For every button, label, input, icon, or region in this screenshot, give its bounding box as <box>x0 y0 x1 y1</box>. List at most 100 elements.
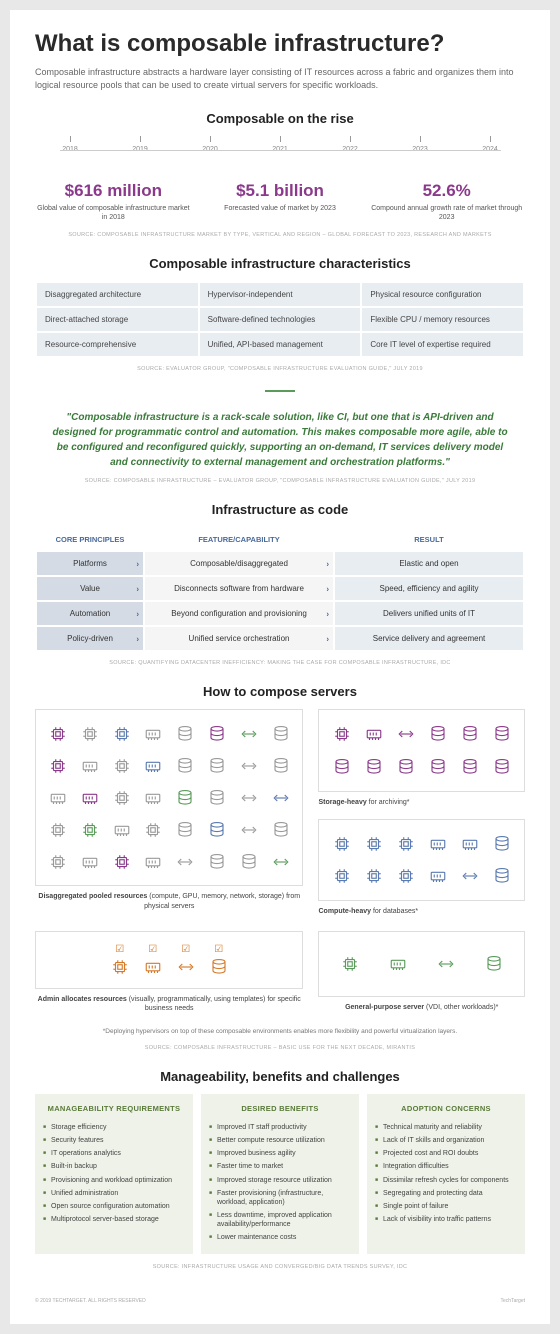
mem-icon <box>44 784 72 812</box>
stat-value: $5.1 billion <box>202 181 359 201</box>
cpu-icon <box>327 942 371 986</box>
characteristic-cell: Disaggregated architecture <box>37 283 198 306</box>
iac-cell: Elastic and open <box>335 552 523 575</box>
mem-icon <box>424 830 452 858</box>
cpu-icon <box>108 752 136 780</box>
mbc-item: Lack of IT skills and organization <box>375 1134 517 1147</box>
db-icon <box>424 752 452 780</box>
cpu-icon <box>392 862 420 890</box>
check-icon: ☑ <box>214 944 223 955</box>
db-icon <box>171 784 199 812</box>
divider <box>265 390 295 392</box>
pooled-resources-box <box>35 709 303 886</box>
iac-cell: Value› <box>37 577 143 600</box>
db-icon <box>488 720 516 748</box>
mbc-col-title: MANAGEABILITY REQUIREMENTS <box>43 1104 185 1113</box>
mbc-source: SOURCE: INFRASTRUCTURE USAGE AND CONVERG… <box>35 1264 525 1270</box>
characteristics-table: Disaggregated architectureHypervisor-ind… <box>35 281 525 358</box>
db-icon <box>456 752 484 780</box>
mbc-item: Less downtime, improved application avai… <box>209 1209 351 1231</box>
mem-icon <box>456 830 484 858</box>
cpu-icon <box>360 862 388 890</box>
net-icon <box>267 784 295 812</box>
stat-value: $616 million <box>35 181 192 201</box>
stat-item: 52.6%Compound annual growth rate of mark… <box>368 181 525 222</box>
mbc-item: Improved business agility <box>209 1147 351 1160</box>
db-icon <box>171 752 199 780</box>
mem-icon <box>360 720 388 748</box>
mbc-item: Provisioning and workload optimization <box>43 1174 185 1187</box>
db-icon <box>267 816 295 844</box>
db-icon <box>424 720 452 748</box>
cpu-icon <box>108 848 136 876</box>
db-icon <box>235 848 263 876</box>
check-icon: ☑ <box>115 944 124 955</box>
mbc-item: Faster provisioning (infrastructure, wor… <box>209 1187 351 1209</box>
mbc-item: Security features <box>43 1134 185 1147</box>
stat-label: Forecasted value of market by 2023 <box>202 204 359 213</box>
mem-icon <box>76 848 104 876</box>
iac-header: FEATURE/CAPABILITY <box>145 529 333 550</box>
mbc-column: DESIRED BENEFITSImproved IT staff produc… <box>201 1094 359 1254</box>
timeline: 2018201920202021202220232024 <box>35 136 525 166</box>
mbc-item: Improved IT staff productivity <box>209 1121 351 1134</box>
cpu-icon <box>327 862 355 890</box>
characteristic-cell: Physical resource configuration <box>362 283 523 306</box>
iac-cell: Service delivery and agreement <box>335 627 523 650</box>
db-icon <box>171 720 199 748</box>
cpu-icon <box>327 830 355 858</box>
cpu-icon <box>111 958 129 976</box>
db-icon <box>171 816 199 844</box>
db-icon <box>472 942 516 986</box>
iac-cell: Delivers unified units of IT <box>335 602 523 625</box>
db-icon <box>267 720 295 748</box>
stat-item: $5.1 billion Forecasted value of market b… <box>202 181 359 222</box>
net-icon <box>235 752 263 780</box>
characteristic-cell: Resource-comprehensive <box>37 333 198 356</box>
mem-icon <box>424 862 452 890</box>
infographic-page: What is composable infrastructure? Compo… <box>10 10 550 1324</box>
db-icon <box>392 752 420 780</box>
db-icon <box>327 752 355 780</box>
page-footer: © 2019 TECHTARGET. ALL RIGHTS RESERVED T… <box>35 1290 525 1304</box>
net-icon <box>392 720 420 748</box>
net-icon <box>235 816 263 844</box>
stats-row: $616 millionGlobal value of composable i… <box>35 181 525 222</box>
cpu-icon <box>76 720 104 748</box>
gp-label-bold: General-purpose server <box>345 1004 424 1011</box>
net-icon <box>267 848 295 876</box>
mbc-columns: MANAGEABILITY REQUIREMENTSStorage effici… <box>35 1094 525 1254</box>
compute-label: for databases* <box>371 908 418 915</box>
cpu-icon <box>360 830 388 858</box>
mbc-item: Improved storage resource utilization <box>209 1174 351 1187</box>
mbc-item: Better compute resource utilization <box>209 1134 351 1147</box>
check-icon: ☑ <box>148 944 157 955</box>
stats-source: SOURCE: COMPOSABLE INFRASTRUCTURE MARKET… <box>35 232 525 238</box>
mem-icon <box>108 816 136 844</box>
mbc-item: Single point of failure <box>375 1200 517 1213</box>
storage-heavy-box <box>318 709 525 791</box>
general-purpose-box <box>318 931 525 997</box>
net-icon <box>177 958 195 976</box>
mbc-col-title: ADOPTION CONCERNS <box>375 1104 517 1113</box>
compose-footnote: *Deploying hypervisors on top of these c… <box>35 1028 525 1035</box>
cpu-icon <box>327 720 355 748</box>
cpu-icon <box>139 816 167 844</box>
mem-icon <box>144 958 162 976</box>
mem-icon <box>139 720 167 748</box>
admin-item: ☑ <box>111 944 129 976</box>
iac-cell: Beyond configuration and provisioning› <box>145 602 333 625</box>
cpu-icon <box>392 830 420 858</box>
characteristic-cell: Direct-attached storage <box>37 308 198 331</box>
iac-cell: Unified service orchestration› <box>145 627 333 650</box>
compose-title: How to compose servers <box>35 684 525 699</box>
mem-icon <box>76 752 104 780</box>
db-icon <box>360 752 388 780</box>
check-icon: ☑ <box>181 944 190 955</box>
db-icon <box>488 862 516 890</box>
cpu-icon <box>76 816 104 844</box>
stat-label: Compound annual growth rate of market th… <box>368 204 525 222</box>
admin-item: ☑ <box>210 944 228 976</box>
characteristic-cell: Core IT level of expertise required <box>362 333 523 356</box>
iac-cell: Automation› <box>37 602 143 625</box>
